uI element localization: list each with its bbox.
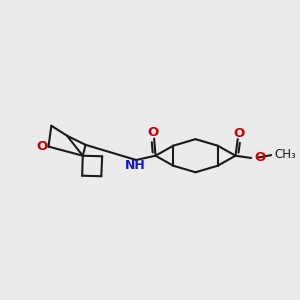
Text: NH: NH — [124, 159, 146, 172]
Text: O: O — [255, 151, 266, 164]
Text: O: O — [233, 127, 244, 140]
Text: CH₃: CH₃ — [274, 148, 296, 161]
Text: O: O — [147, 126, 159, 140]
Text: O: O — [36, 140, 48, 153]
